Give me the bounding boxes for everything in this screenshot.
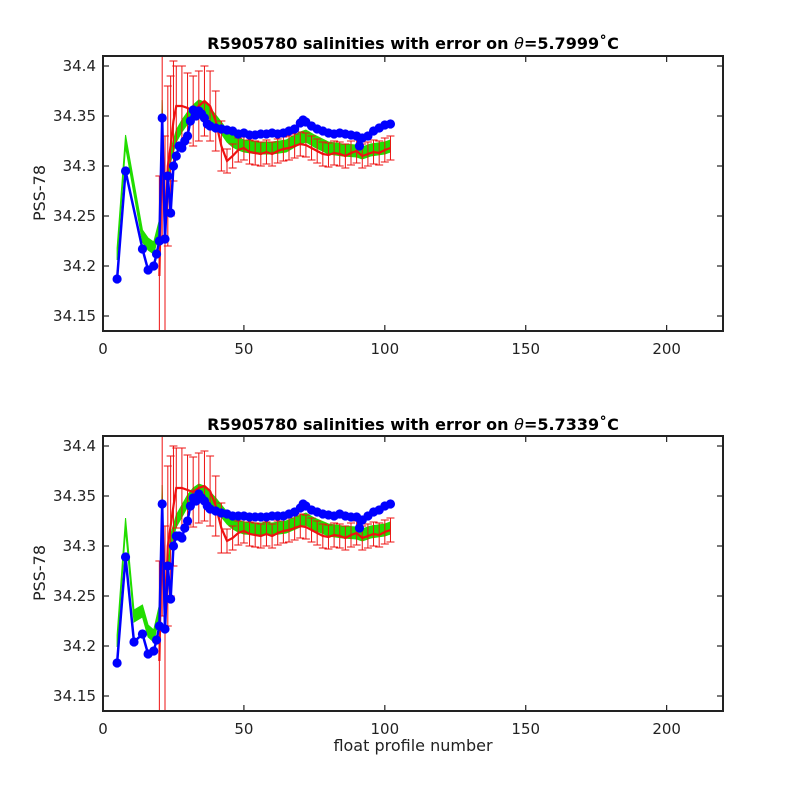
x-tick-label: 100 xyxy=(370,340,399,358)
y-tick-label: 34.3 xyxy=(63,157,96,175)
blue-point xyxy=(112,658,122,668)
y-tick-label: 34.3 xyxy=(63,537,96,555)
blue-point xyxy=(149,646,159,656)
x-tick-label: 50 xyxy=(234,720,253,738)
x-tick-label: 100 xyxy=(370,720,399,738)
blue-point xyxy=(290,124,300,134)
x-tick-label: 200 xyxy=(652,340,681,358)
title-suffix: =5.7999˚C xyxy=(524,34,619,53)
title-prefix: R5905780 salinities with error on xyxy=(207,415,514,434)
blue-point xyxy=(166,208,176,218)
blue-point xyxy=(385,119,396,129)
chart-title: R5905780 salinities with error on θ=5.79… xyxy=(207,34,619,53)
blue-point xyxy=(385,499,396,509)
blue-point xyxy=(171,151,181,161)
blue-point xyxy=(129,637,139,647)
blue-point xyxy=(160,234,170,244)
series-red-line xyxy=(158,484,391,662)
x-tick-label: 200 xyxy=(652,720,681,738)
blue-point xyxy=(354,523,365,533)
x-tick-label: 50 xyxy=(234,340,253,358)
series-red-line xyxy=(158,99,391,277)
blue-point xyxy=(177,143,187,153)
blue-point xyxy=(160,624,170,634)
chart-panel-top: 0 50 100 150 20034.1534.234.2534.334.3534.4 … xyxy=(30,34,724,358)
chart-panel-bottom: 0 50 100 150 20034.1534.234.2534.334.3534.4 … xyxy=(30,415,724,755)
y-tick-label: 34.35 xyxy=(53,487,96,505)
plot-marks xyxy=(112,56,396,331)
x-tick-label: 0 xyxy=(98,720,108,738)
y-axis-label: PSS-78 xyxy=(30,165,49,221)
title-theta: θ xyxy=(514,34,524,53)
axes: 0 50 100 150 200 34.15 34.2 34.25 34.3 34.35 34.4 xyxy=(53,436,723,738)
blue-point xyxy=(157,113,167,123)
blue-point xyxy=(163,561,173,571)
plot-background xyxy=(103,56,723,331)
blue-point xyxy=(168,541,179,551)
blue-point xyxy=(151,635,162,645)
blue-point xyxy=(137,244,148,254)
blue-point xyxy=(354,141,365,151)
x-tick-label: 150 xyxy=(511,340,540,358)
y-tick-label: 34.15 xyxy=(53,307,96,325)
blue-point xyxy=(177,533,187,543)
blue-point xyxy=(180,523,190,533)
blue-point xyxy=(112,274,122,284)
y-tick-label: 34.35 xyxy=(53,107,96,125)
title-suffix: =5.7339˚C xyxy=(524,415,619,434)
y-tick-label: 34.2 xyxy=(63,257,96,275)
plot-frame xyxy=(102,435,724,712)
chart-title: R5905780 salinities with error on θ=5.73… xyxy=(207,415,619,434)
y-axis-label: PSS-78 xyxy=(30,545,49,601)
blue-point xyxy=(149,261,159,271)
y-tick-label: 34.15 xyxy=(53,687,96,705)
x-tick-label: 0 xyxy=(98,340,108,358)
y-tick-label: 34.25 xyxy=(53,207,96,225)
blue-point xyxy=(168,161,179,171)
y-tick-label: 34.4 xyxy=(63,437,96,455)
x-axis-label: float profile number xyxy=(333,736,493,755)
plot-area xyxy=(112,436,396,711)
blue-point xyxy=(163,171,173,181)
blue-point xyxy=(182,516,193,526)
axes: 0 50 100 150 200 34.15 34.2 34.25 34.3 34.35 34.4 xyxy=(53,56,723,358)
y-tick-label: 34.4 xyxy=(63,57,96,75)
title-prefix: R5905780 salinities with error on xyxy=(207,34,514,53)
y-tick-label: 34.25 xyxy=(53,587,96,605)
blue-point xyxy=(166,594,176,604)
plot-area xyxy=(112,56,396,331)
title-theta: θ xyxy=(514,415,524,434)
blue-point xyxy=(151,249,162,259)
plot-frame xyxy=(102,55,724,332)
y-tick-label: 34.2 xyxy=(63,637,96,655)
blue-point xyxy=(157,499,167,509)
plot-marks xyxy=(112,436,396,711)
blue-point xyxy=(120,552,131,562)
blue-point xyxy=(182,131,193,141)
blue-point xyxy=(137,629,148,639)
blue-point xyxy=(120,166,131,176)
plot-background xyxy=(103,436,723,711)
x-tick-label: 150 xyxy=(511,720,540,738)
